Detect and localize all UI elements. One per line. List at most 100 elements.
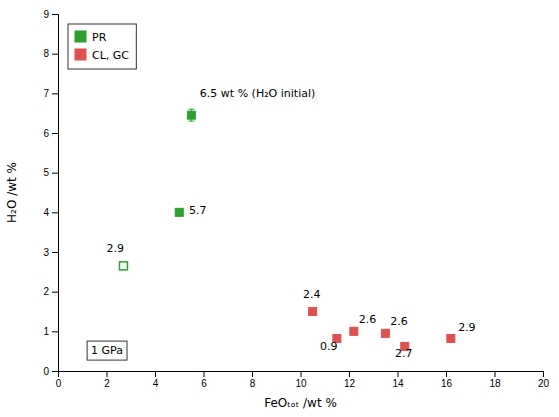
annotation: 5.7 — [189, 204, 207, 217]
tick: 9 — [43, 9, 58, 20]
tick: 1 — [43, 326, 58, 337]
tick-label: 2 — [43, 286, 49, 297]
point — [350, 327, 358, 335]
tick-mark — [398, 371, 399, 377]
legend-swatch — [75, 49, 86, 60]
y-axis: 0 1 2 3 4 5 6 7 8 9 — [43, 9, 58, 377]
tick-mark — [52, 54, 58, 55]
tick: 2 — [104, 371, 110, 389]
annotation: 2.4 — [303, 288, 321, 301]
annotation: 6.5 wt % (H₂O initial) — [200, 87, 315, 100]
tick-label: 4 — [153, 378, 159, 389]
x-axis-title: FeOₜₒₜ /wt % — [264, 396, 337, 410]
boxed-annotation: 1 GPa — [87, 341, 127, 360]
tick-label: 18 — [489, 378, 501, 389]
tick-label: 12 — [344, 378, 356, 389]
axis-line — [52, 15, 59, 372]
tick-mark — [107, 371, 108, 377]
tick-label: 7 — [43, 88, 49, 99]
tick: 0 — [56, 371, 62, 389]
series — [175, 109, 195, 216]
tick-label: 4 — [43, 207, 49, 218]
annotation: 2.9 — [107, 242, 125, 255]
tick-label: 10 — [295, 378, 307, 389]
tick: 3 — [43, 247, 58, 258]
error-bar — [188, 109, 194, 121]
tick-mark — [495, 371, 496, 377]
tick-mark — [301, 371, 302, 377]
tick-mark — [155, 371, 156, 377]
tick-mark — [52, 173, 58, 174]
tick-label: 0 — [56, 378, 62, 389]
tick: 18 — [489, 371, 501, 389]
legend-item: CL, GC — [75, 49, 129, 62]
tick: 16 — [441, 371, 453, 389]
tick-mark — [52, 252, 58, 253]
plot: 0246810121416182001234567896.5 wt % (H₂O… — [43, 9, 549, 389]
tick-mark — [52, 133, 58, 134]
marks — [119, 109, 454, 350]
tick: 14 — [392, 371, 404, 389]
annotation-box — [87, 341, 127, 360]
tick-label: 20 — [538, 378, 550, 389]
tick: 4 — [153, 371, 159, 389]
tick-mark — [543, 371, 544, 377]
x-axis: 0 2 4 6 8 10 12 14 16 18 20 — [56, 371, 550, 389]
tick: 12 — [344, 371, 356, 389]
axis-line — [59, 372, 544, 378]
legend-box — [68, 24, 136, 69]
tick: 2 — [43, 286, 58, 297]
tick-label: 14 — [392, 378, 404, 389]
tick-label: 3 — [43, 247, 49, 258]
tick-label: 5 — [43, 167, 49, 178]
tick-label: 2 — [104, 378, 110, 389]
tick-mark — [52, 292, 58, 293]
error-bar-cap — [188, 121, 194, 122]
legend-swatch — [75, 31, 86, 42]
legend-item: PR — [75, 31, 107, 44]
legend-label: CL, GC — [92, 49, 129, 62]
point — [187, 111, 195, 119]
tick-mark — [52, 93, 58, 94]
tick-mark — [349, 371, 350, 377]
tick: 5 — [43, 167, 58, 178]
tick-label: 9 — [43, 9, 49, 20]
error-bar — [351, 328, 357, 334]
tick-mark — [204, 371, 205, 377]
error-bar — [448, 335, 454, 343]
tick-label: 6 — [201, 378, 207, 389]
point — [447, 334, 455, 342]
point — [309, 308, 317, 316]
series — [119, 262, 127, 270]
tick: 0 — [43, 366, 58, 377]
annotation: 2.6 — [390, 315, 408, 328]
tick-mark — [446, 371, 447, 377]
y-axis-title: H₂O /wt % — [5, 162, 19, 223]
point — [381, 329, 389, 337]
annotation: 2.7 — [395, 347, 413, 360]
annotation: 2.9 — [458, 321, 476, 334]
point — [175, 208, 183, 216]
tick: 8 — [43, 48, 58, 59]
legend-label: PR — [92, 31, 107, 44]
error-bar-cap — [188, 109, 194, 110]
annotations: 6.5 wt % (H₂O initial)5.72.92.40.92.62.6… — [107, 87, 476, 360]
tick-label: 0 — [43, 366, 49, 377]
tick: 7 — [43, 88, 58, 99]
tick: 20 — [538, 371, 550, 389]
tick: 6 — [201, 371, 207, 389]
chart: 0246810121416182001234567896.5 wt % (H₂O… — [0, 0, 559, 417]
tick-label: 6 — [43, 128, 49, 139]
tick-mark — [52, 331, 58, 332]
tick-label: 8 — [250, 378, 256, 389]
tick-mark — [252, 371, 253, 377]
tick: 8 — [250, 371, 256, 389]
tick-mark — [52, 371, 58, 372]
tick: 10 — [295, 371, 307, 389]
tick-label: 1 — [43, 326, 49, 337]
point — [119, 262, 127, 270]
annotation: 2.6 — [359, 313, 377, 326]
tick-mark — [52, 14, 58, 15]
tick: 4 — [43, 207, 58, 218]
tick: 6 — [43, 128, 58, 139]
